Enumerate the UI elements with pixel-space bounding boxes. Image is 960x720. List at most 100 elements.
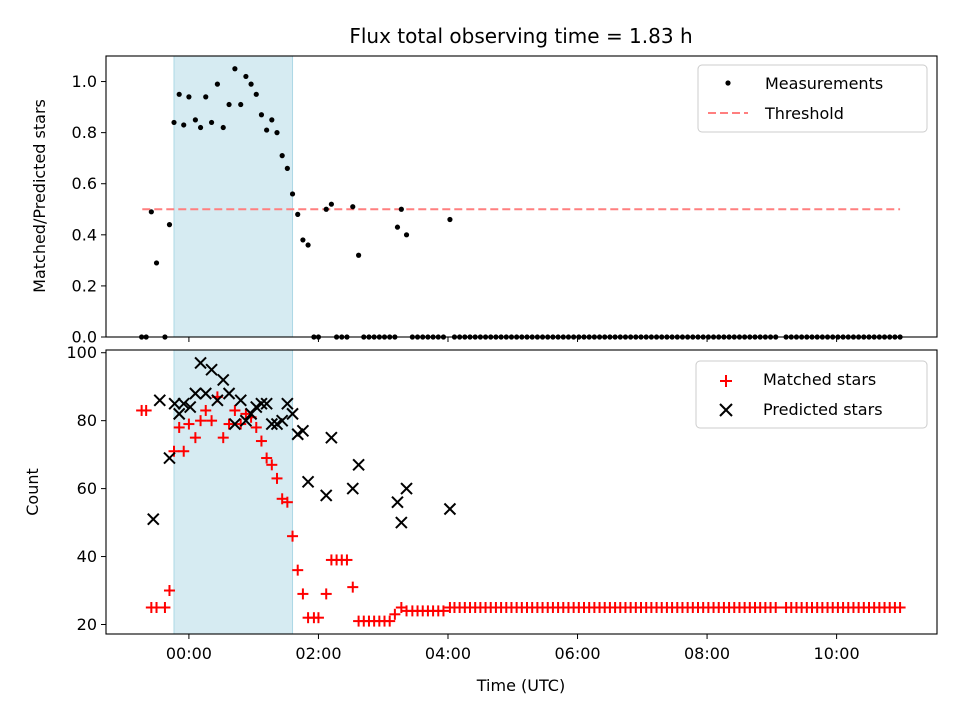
measurement-point	[279, 153, 285, 159]
legend-matched-label: Matched stars	[763, 370, 876, 389]
predicted-star-point	[281, 397, 294, 410]
matched-star-point	[437, 605, 449, 617]
x-tick-label: 08:00	[684, 644, 730, 663]
y-tick-label: 0.6	[72, 174, 97, 193]
predicted-star-point	[147, 512, 160, 526]
matched-star-point	[217, 432, 229, 444]
predicted-star-point	[217, 373, 230, 387]
measurement-point	[192, 117, 198, 123]
measurement-point	[447, 216, 453, 223]
bottom-panel-y-label: Count	[23, 468, 42, 516]
measurement-point	[232, 66, 238, 72]
measurement-point	[323, 206, 329, 212]
top-panel-x-ticks	[188, 337, 838, 342]
bottom-legend-box	[695, 360, 928, 429]
matched-star-point	[189, 432, 201, 444]
matched-star-point	[206, 415, 218, 427]
measurement-point	[153, 260, 160, 266]
shaded-span-rect	[173, 55, 294, 338]
predicted-star-point	[265, 417, 279, 431]
measurement-point	[284, 165, 290, 171]
matched-star-point	[223, 418, 235, 430]
y-tick-label: 40	[77, 547, 97, 566]
measurement-point	[356, 252, 362, 258]
predicted-star-point	[352, 458, 365, 472]
legend-threshold-label: Threshold	[764, 104, 844, 123]
shaded-span-rect	[173, 349, 294, 635]
measurement-point	[248, 81, 254, 87]
matched-star-point	[235, 418, 247, 430]
predicted-star-point	[222, 387, 236, 400]
matched-star-point	[255, 435, 267, 447]
matched-star-point	[173, 421, 185, 433]
predicted-star-point	[163, 451, 176, 465]
matched-star-point	[183, 418, 195, 430]
legend-measurement-marker	[725, 80, 731, 86]
measurement-point	[166, 222, 173, 228]
matched-star-point	[195, 415, 207, 427]
y-tick-label: 0.0	[72, 328, 97, 347]
bottom-panel-y-ticks: 20 40 60 80 100	[66, 343, 106, 634]
legend-measurements-label: Measurements	[765, 74, 883, 93]
matched-star-point	[292, 564, 304, 576]
matched-star-point	[229, 404, 241, 416]
predicted-star-point	[211, 394, 224, 407]
y-tick-label: 80	[77, 411, 97, 430]
measurement-point	[253, 91, 259, 97]
predicted-star-point	[177, 397, 190, 410]
predicted-star-point	[260, 397, 273, 410]
matched-star-point	[287, 530, 299, 542]
matched-star-point	[250, 421, 262, 433]
matched-star-point	[894, 602, 906, 614]
matched-star-point	[770, 602, 782, 614]
predicted-star-point	[296, 424, 310, 438]
predicted-star-point	[194, 356, 207, 370]
matched-star-point	[261, 452, 273, 464]
chart-title: Flux total observing time = 1.83 h	[349, 24, 692, 48]
measurement-point	[181, 122, 187, 128]
legend-predicted-label: Predicted stars	[763, 400, 883, 419]
measurement-point	[350, 204, 356, 210]
matched-star-point	[320, 588, 332, 600]
predicted-star-point	[183, 400, 197, 414]
measurement-point	[305, 242, 311, 248]
measurement-point	[203, 94, 209, 100]
x-tick-label: 04:00	[425, 644, 471, 663]
bottom-panel-legend: Matched stars Predicted stars	[695, 360, 928, 429]
matched-star-point	[312, 612, 324, 624]
matched-star-point	[159, 602, 171, 614]
matched-star-points	[136, 391, 906, 627]
bottom-panel-frame	[105, 349, 938, 635]
x-axis-label: Time (UTC)	[476, 676, 565, 695]
top-panel-shaded-span	[173, 55, 294, 338]
x-tick-label: 06:00	[554, 644, 600, 663]
matched-star-point	[297, 588, 309, 600]
measurement-point	[197, 124, 204, 131]
bottom-panel-shaded-span	[173, 349, 294, 635]
matched-star-point	[266, 459, 278, 471]
matched-star-point	[347, 581, 359, 593]
y-tick-label: 20	[77, 615, 97, 634]
y-tick-label: 100	[66, 343, 97, 362]
y-tick-label: 60	[77, 479, 97, 498]
x-tick-label: 00:00	[166, 644, 212, 663]
predicted-star-point	[172, 407, 186, 421]
predicted-star-point	[234, 394, 247, 407]
matched-star-point	[178, 445, 190, 457]
measurement-point	[220, 124, 226, 131]
matched-star-point	[140, 404, 152, 416]
x-tick-label: 10:00	[814, 644, 860, 663]
legend-matched-marker	[720, 375, 732, 387]
predicted-star-point	[301, 475, 315, 489]
matched-star-point	[281, 496, 293, 508]
measurement-point	[403, 232, 410, 238]
y-tick-label: 0.2	[72, 276, 97, 295]
top-panel-legend: Measurements Threshold	[697, 64, 928, 133]
top-panel-frame	[105, 55, 938, 338]
measurement-point	[300, 237, 306, 243]
measurement-point	[394, 224, 401, 230]
measurement-point	[171, 119, 177, 126]
top-legend-box	[697, 64, 928, 133]
predicted-star-point	[400, 482, 413, 495]
